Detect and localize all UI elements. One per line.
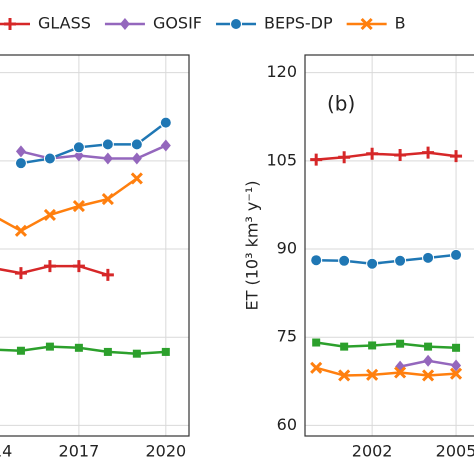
legend-label: GLASS [38,14,91,33]
y-tick-label: 120 [266,62,297,81]
marker [451,359,462,372]
y-tick-label: 90 [277,239,297,258]
marker [366,257,379,270]
marker [452,343,461,352]
marker [14,224,28,237]
marker [310,254,323,267]
marker [103,347,112,356]
marker [15,145,26,158]
marker [366,147,379,160]
y-tick-label: 105 [266,150,297,169]
legend-label: BEPS-DP [264,14,333,33]
marker [43,152,56,165]
marker [43,208,56,221]
marker [394,254,407,267]
legend-marker [4,18,16,30]
marker [422,146,435,159]
marker [366,368,379,381]
legend-label: GOSIF [153,14,202,33]
x-tick-label: 2017 [59,442,100,461]
marker [449,367,463,380]
marker [338,151,351,164]
marker [450,150,463,163]
legend-marker [360,17,373,31]
marker [130,138,143,151]
marker [450,248,463,261]
plot-frame [304,54,474,437]
marker [72,260,85,273]
legend-marker [230,18,243,30]
marker [422,369,435,382]
marker [423,354,434,367]
marker [43,260,56,273]
marker [310,361,323,374]
marker [14,157,27,170]
marker [394,366,407,379]
marker [310,153,323,166]
marker [101,138,114,151]
series-line [20,144,167,160]
marker [101,268,114,281]
marker [45,342,54,351]
marker [396,339,405,348]
legend-marker [119,18,130,30]
marker [159,116,172,129]
marker [424,342,433,351]
marker [340,342,349,351]
marker [160,139,171,152]
y-tick-label: 60 [277,415,297,434]
marker [394,148,407,161]
marker [74,343,83,352]
marker [131,152,142,165]
series-line [316,151,457,161]
marker [14,267,27,280]
y-axis-label: ET (10³ km³ y⁻¹) [243,181,262,311]
plot-frame [0,54,190,437]
y-tick-label: 75 [277,327,297,346]
marker [422,251,435,264]
x-tick-label: 2002 [352,442,393,461]
marker [16,346,25,355]
series-line [315,366,457,377]
marker [72,200,85,213]
marker [312,338,321,347]
panel-label: (b) [327,92,355,116]
series-line [316,253,457,265]
marker [161,347,170,356]
legend-label: B [395,14,406,33]
marker [72,141,85,154]
series-line [316,341,457,350]
marker [101,192,114,206]
marker [132,349,141,358]
x-tick-label: 2014 [0,442,12,461]
marker [338,369,351,382]
marker [130,172,143,185]
marker [338,254,351,267]
series-line [0,177,138,233]
x-tick-label: 2020 [145,442,186,461]
marker [102,152,113,165]
x-tick-label: 2005 [436,442,474,461]
marker [368,341,377,350]
